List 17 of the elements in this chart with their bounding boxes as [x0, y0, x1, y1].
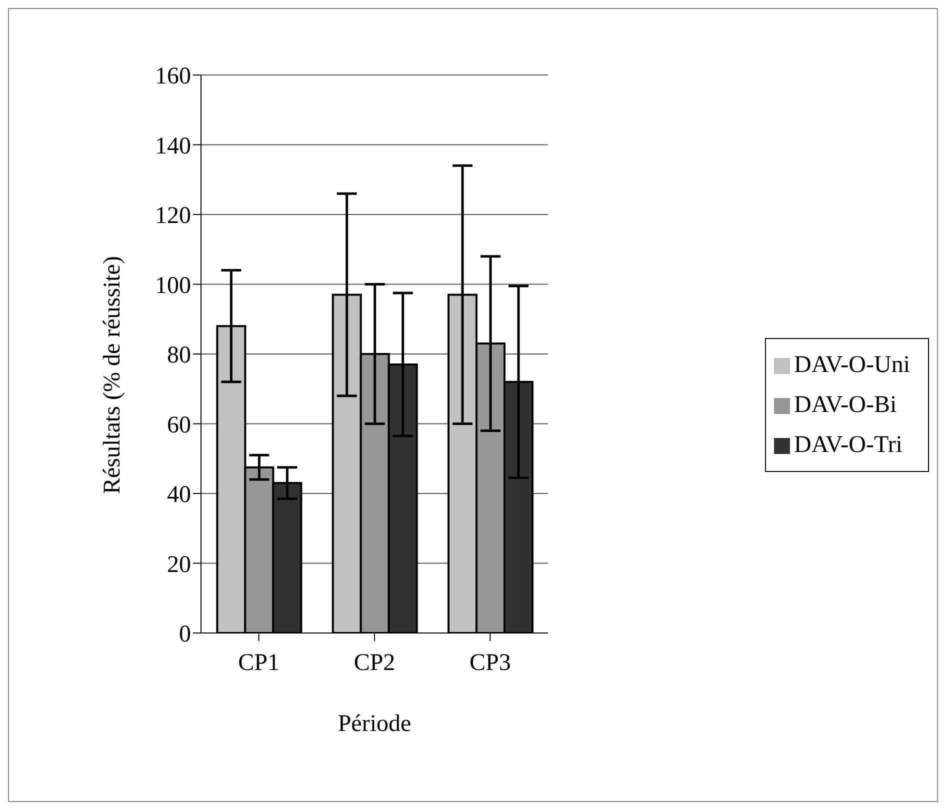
- x-tick-label: CP3: [469, 650, 511, 676]
- y-tick-label: 80: [167, 342, 191, 369]
- y-axis-title: Résultats (% de réussite): [100, 256, 126, 494]
- y-tick-label: 20: [167, 552, 191, 578]
- y-tick-label: 40: [167, 482, 191, 508]
- y-tick-label: 160: [155, 64, 191, 90]
- y-tick-label: 120: [155, 203, 191, 230]
- x-tick-label: CP2: [354, 650, 396, 676]
- y-tick-label: 100: [155, 272, 191, 299]
- y-tick-label: 60: [167, 412, 191, 438]
- legend-label: DAV-O-Bi: [794, 392, 897, 418]
- legend-label: DAV-O-Tri: [794, 432, 902, 458]
- y-tick-label: 140: [155, 133, 191, 160]
- x-tick-label: CP1: [238, 650, 280, 676]
- x-axis-title: Période: [338, 711, 412, 737]
- legend-label: DAV-O-Uni: [794, 352, 910, 378]
- y-tick-label: 0: [179, 622, 191, 648]
